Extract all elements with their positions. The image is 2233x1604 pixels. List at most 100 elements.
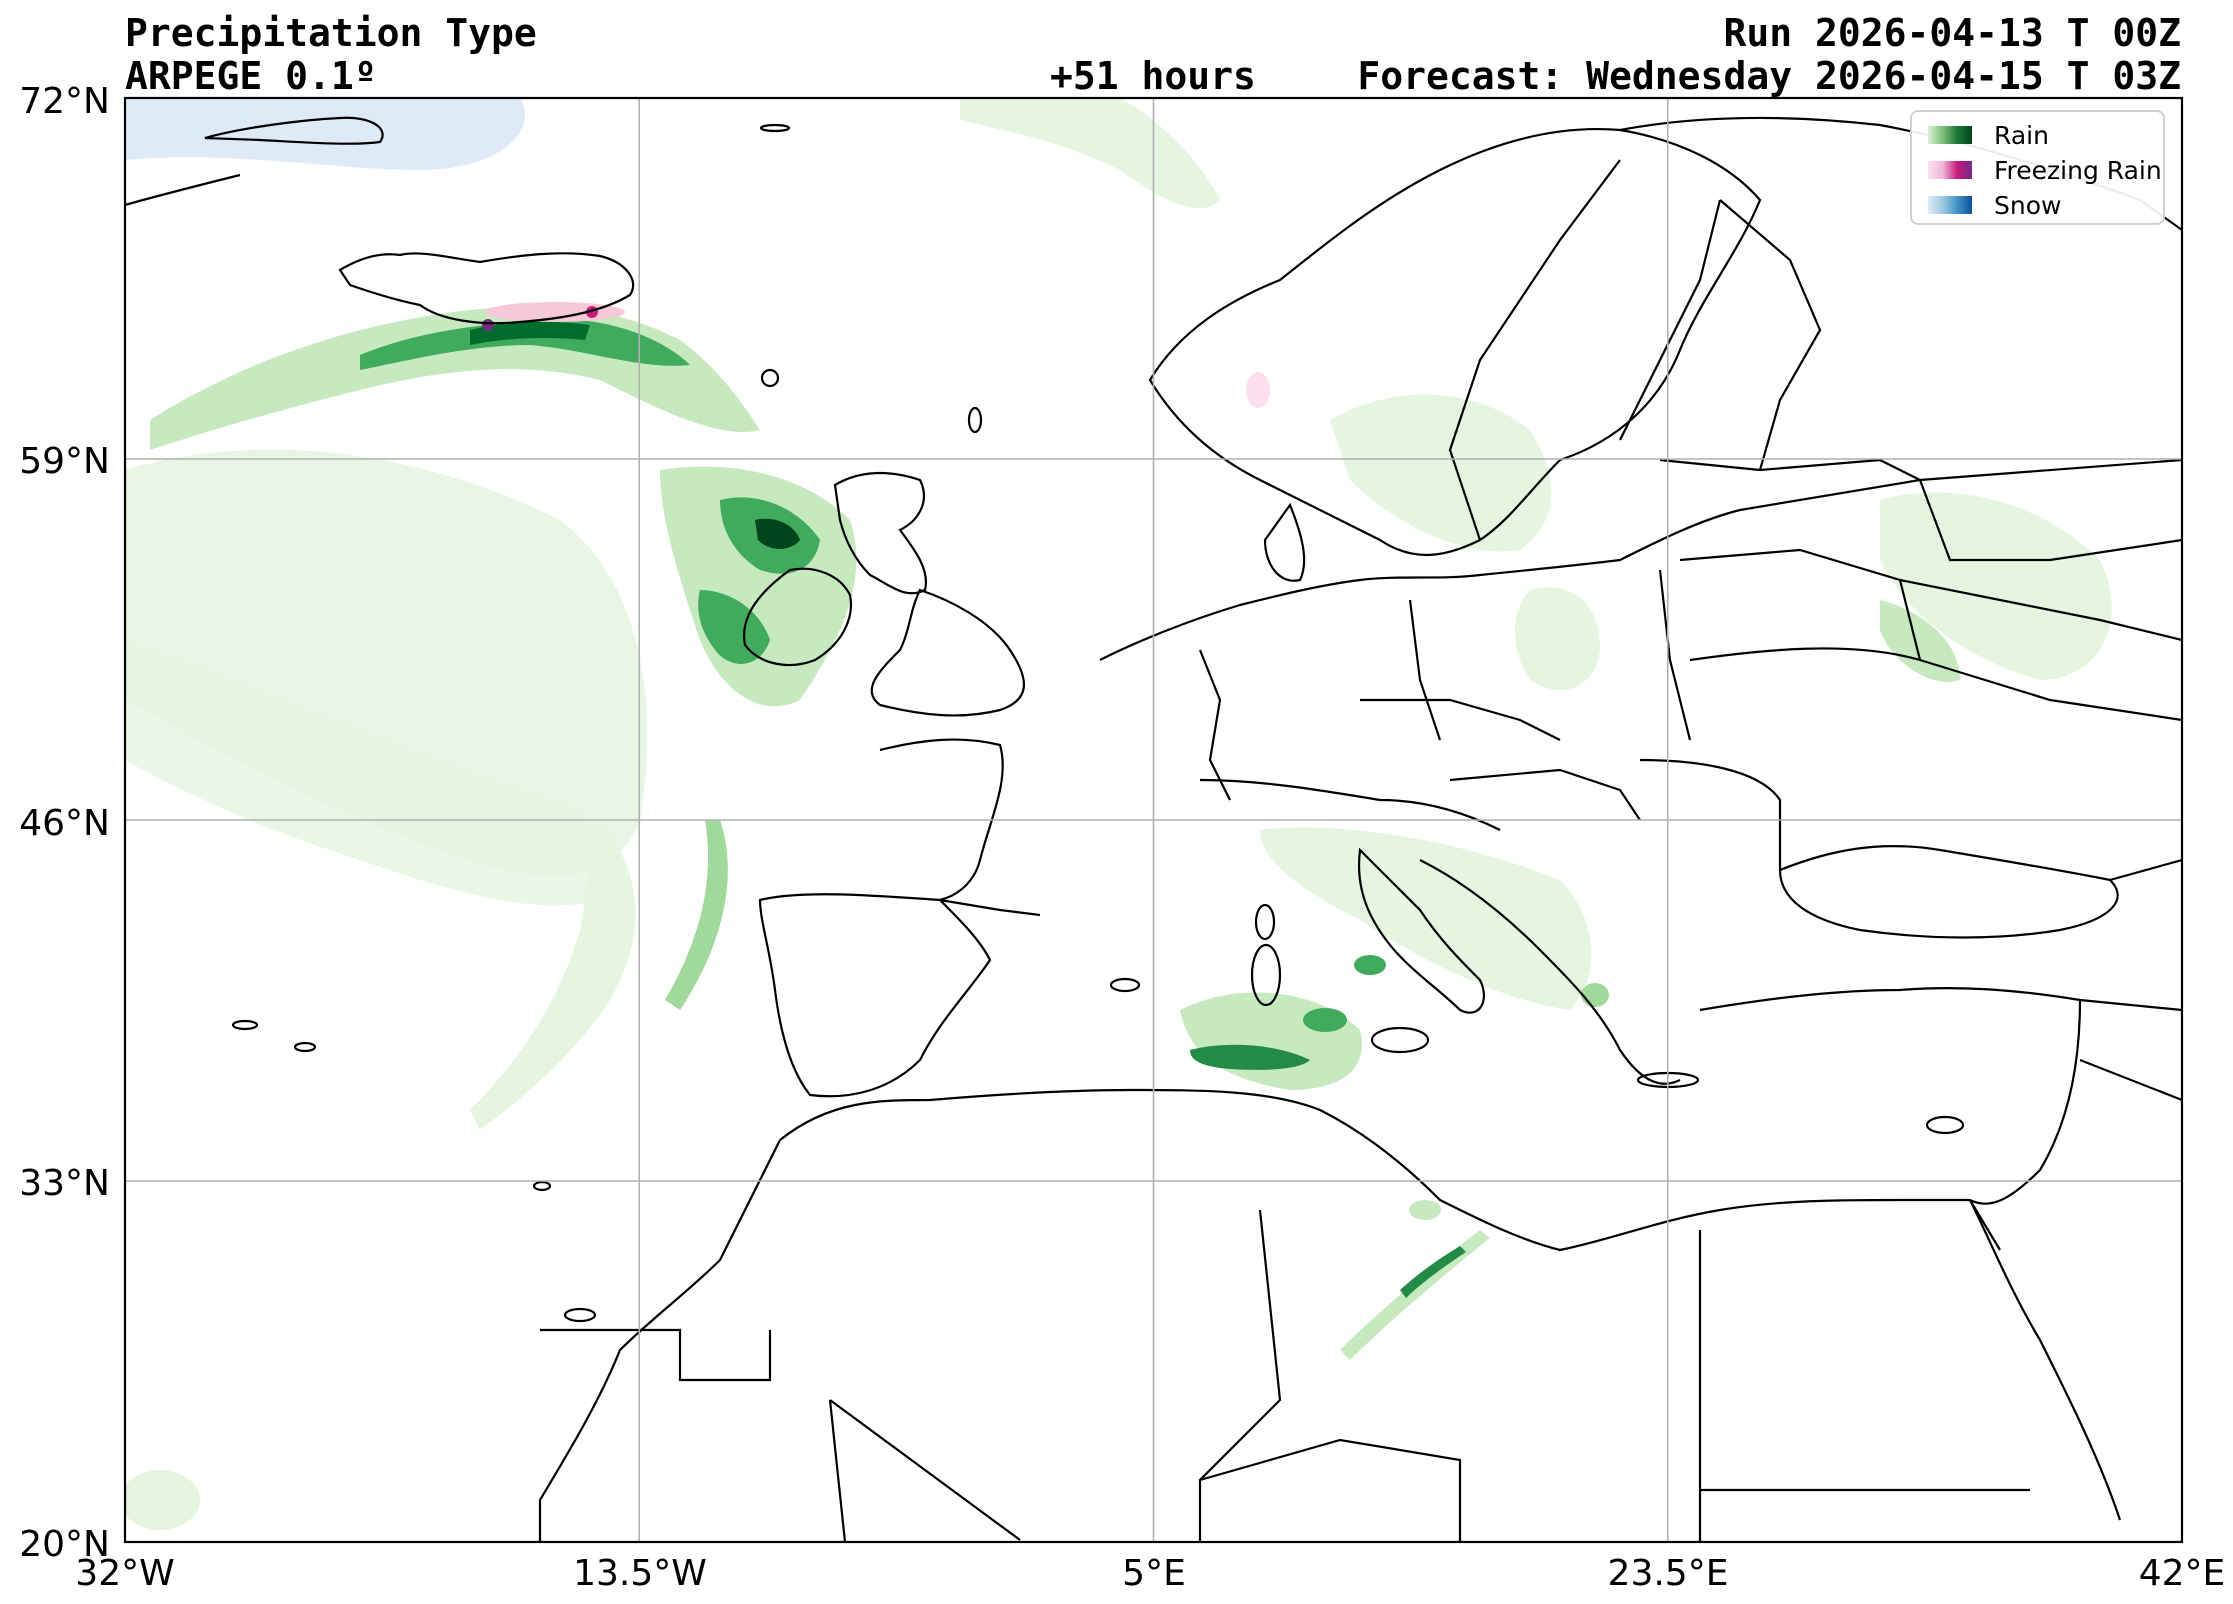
border-west-sahara [540,1328,772,1382]
lat-tick-46n: 46°N [19,803,110,844]
map-title: Precipitation Type [125,11,537,55]
coastline-scotland [833,472,928,595]
coastline-iberia [758,893,992,1098]
border-romania [1639,758,1782,870]
coastline-west-africa [538,1139,781,1542]
coastline-cyprus [1925,1115,1965,1135]
border-germany-poland [1408,599,1442,741]
border-caucasus [2109,858,2182,882]
border-algeria-mali [829,1399,1021,1541]
coastline-canary [563,1307,597,1323]
coastline-denmark [1263,502,1306,582]
rain-area-ireland-west [698,590,770,664]
coastline-corsica [1254,903,1276,941]
border-ukraine [1689,647,2182,722]
border-france-spain [939,898,1041,917]
coastline-italy [1358,847,1485,1014]
freezing-rain-norway [1246,372,1270,408]
snow-area-greenland [125,98,526,170]
rain-area-scandinavia [1330,394,1552,552]
precipitation-layer [125,98,2112,1530]
rain-area-mediterranean-heavy [1190,1044,1310,1070]
border-baltic [1659,458,1921,481]
coastline-balkans [1419,859,1681,1085]
freezing-rain-iceland-core-2 [482,319,494,331]
legend: Rain Freezing Rain Snow [1910,110,2165,225]
forecast-time: Forecast: Wednesday 2026-04-15 T 03Z [1357,54,2181,98]
coastline-azores-2 [293,1041,317,1053]
lon-tick-5e: 5°E [1122,1553,1186,1594]
coastline-greenland-east [125,173,241,207]
rain-area-greece [1581,983,1609,1007]
rain-area-ireland-max [755,518,800,549]
border-mauritania [828,1399,847,1542]
border-belarus [1679,548,1922,661]
lat-tick-33n: 33°N [19,1163,110,1204]
coastline-ireland [743,567,853,667]
coastline-greenland [204,116,384,145]
coastlines-borders [125,116,2182,1542]
map-frame [123,96,2184,1544]
coastline-north-europe [1099,458,2182,661]
legend-item-snow: Snow [1928,190,2061,220]
rain-band-iceland-heavy [360,320,690,370]
rain-area-sardinia [1303,1008,1347,1032]
border-hungary [1449,768,1641,821]
legend-item-freezing-rain: Freezing Rain [1928,155,2162,185]
coastline-shetland [967,406,983,434]
rain-area-italy [1354,955,1386,975]
border-egypt-sinai [1969,1199,2001,1251]
coastline-levant [1969,999,2082,1205]
run-time: Run 2026-04-13 T 00Z [1723,11,2181,55]
rain-area-tunisia [1409,1200,1441,1220]
rain-band-south [470,820,636,1130]
lat-tick-72n: 72°N [19,81,110,122]
rain-streak-libya [1340,1230,1490,1360]
coastline-balearic [1109,977,1141,993]
legend-swatch-rain [1928,126,1972,144]
coastline-jan-mayen [759,123,791,133]
coastline-red-sea [1969,1199,2122,1521]
lon-tick-42e: 42°E [2138,1553,2226,1594]
coastline-faroe [760,368,780,388]
border-alps [1199,778,1501,831]
rain-streak-libya-heavy [1400,1246,1466,1298]
coastline-sardinia [1250,943,1282,1007]
legend-item-rain: Rain [1928,120,2049,150]
border-niger [1199,1438,1462,1542]
rain-area-east-2 [1880,600,1960,682]
legend-swatch-freezing-rain [1928,161,1972,179]
coastline-azores [231,1019,259,1031]
coastline-north-africa [779,1088,1970,1252]
legend-label-snow: Snow [1994,190,2062,220]
rain-area-atlantic-band [125,640,621,906]
border-russia [1918,479,2182,562]
lead-time: +51 hours [1050,54,1256,98]
rain-area-poland [1515,587,1600,690]
rain-area-east [1880,492,2112,680]
gridlines [125,98,2182,1542]
coastline-france [879,738,1004,902]
coastline-scandinavia [1148,127,1762,556]
coastline-black-sea [1778,845,2119,939]
border-poland-east [1658,569,1692,741]
coastline-iceland [338,252,635,325]
border-sweden-finland [1619,199,1722,441]
rain-area-azores [125,1470,200,1530]
legend-label-freezing-rain: Freezing Rain [1994,155,2162,185]
legend-label-rain: Rain [1994,120,2049,150]
legend-swatch-snow [1928,196,1972,214]
border-norway-sweden [1448,159,1621,541]
lon-tick-32w: 32°W [75,1553,175,1594]
coastline-madeira [532,1180,552,1192]
border-russia-2 [1899,578,2182,642]
border-iraq-syria [2079,1058,2182,1102]
lon-tick-13-5w: 13.5°W [573,1553,707,1594]
border-libya-west [1198,1209,1282,1542]
lon-tick-23-5e: 23.5°E [1607,1553,1729,1594]
lat-tick-20n: 20°N [19,1524,110,1565]
rain-band-iceland-dark [470,321,590,345]
rain-band-north [960,98,1220,209]
coastline-sicily [1370,1026,1430,1054]
